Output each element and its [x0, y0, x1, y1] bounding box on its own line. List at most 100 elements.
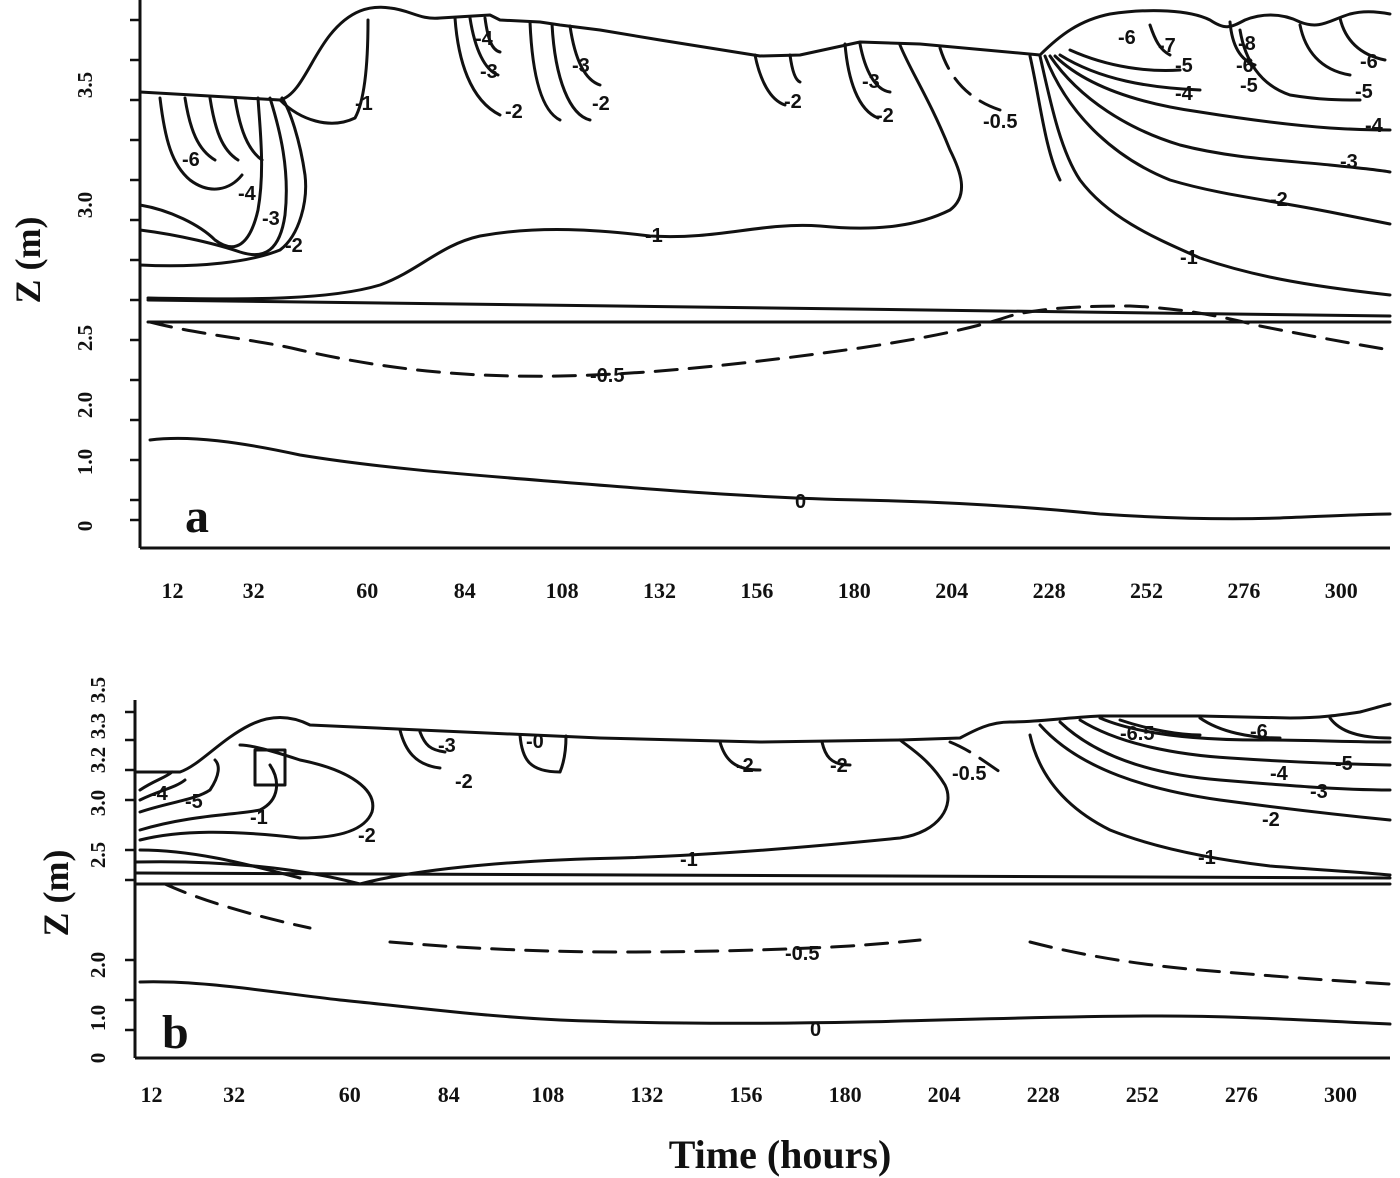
panel-b-ytick-5: 3.2 [86, 747, 110, 773]
panel-a-clabel-10: -6 [1118, 27, 1136, 49]
panel-b-ytick-1: 1.0 [86, 1005, 110, 1031]
panel-b-xtick-1: 32 [223, 1082, 245, 1107]
panel-a-clabel-27: -1 [1180, 247, 1198, 269]
panel-b-clabel-18: -0.5 [785, 943, 819, 965]
panel-a-surface [138, 5, 1392, 102]
panel-b-ytick-3: 2.5 [86, 842, 110, 868]
panel-a-clabel-23: -6 [182, 149, 200, 171]
panel-b-clabel-14: -3 [1310, 781, 1328, 803]
panel-b-ytick-2: 2.0 [86, 952, 110, 978]
panel-b-xtick-10: 252 [1126, 1082, 1159, 1107]
panel-a-ytick-4: 3.0 [73, 192, 97, 218]
panel-a-clabel-25: -2 [285, 235, 303, 257]
panel-a-contour-minus1-right [1038, 54, 1392, 297]
panel-b: Z (m) 0 1.0 2.0 2.5 3.0 3.2 3.3 3.5 12 32… [36, 677, 1392, 1177]
panel-b-ytick-0: 0 [86, 1053, 110, 1064]
panel-b-clabel-5: -2 [455, 771, 473, 793]
panel-b-clabel-17: -1 [1198, 847, 1216, 869]
panel-b-xtick-7: 180 [829, 1082, 862, 1107]
panel-a-clabel-9: -0.5 [983, 111, 1017, 133]
panel-a-clabel-11: -7 [1158, 35, 1176, 57]
panel-b-clabel-12: -5 [1335, 753, 1353, 775]
panel-b-clabel-0: -5 [185, 791, 203, 813]
panel-a-clabel-2: -3 [480, 61, 498, 83]
panel-b-contour-minus0-5 [163, 882, 312, 930]
panel-b-clabel-9: -0.5 [952, 763, 986, 785]
panel-a-xtick-0: 12 [162, 578, 184, 603]
panel-a-clabel-26: -1 [645, 225, 663, 247]
panel-a-ytick-5: 3.5 [73, 72, 97, 98]
panel-a-xtick-3: 84 [454, 578, 476, 603]
panel-a-contour-minus1 [146, 43, 964, 301]
panel-b-surface [133, 702, 1392, 774]
panel-a-clabel-21: -2 [1270, 189, 1288, 211]
panel-a-clabel-16: -4 [1175, 83, 1194, 105]
panel-b-clabel-3: -2 [358, 825, 376, 847]
panel-b-xtick-5: 132 [630, 1082, 663, 1107]
panel-b-xtick-2: 60 [339, 1082, 361, 1107]
panel-a-xtick-1: 32 [243, 578, 265, 603]
panel-b-letter: b [162, 1006, 189, 1059]
panel-a-clabel-1: -4 [475, 28, 494, 50]
panel-b-clabel-10: -6.5 [1120, 723, 1154, 745]
panel-a-clabel-17: -6 [1360, 51, 1378, 73]
x-axis-label: Time (hours) [669, 1132, 892, 1177]
panel-a: Z (m) 0 1.0 2.0 2.5 3.0 3.5 12 [8, 0, 1392, 603]
panel-b-xtick-8: 204 [928, 1082, 961, 1107]
panel-b-xtick-4: 108 [531, 1082, 564, 1107]
panel-a-clabel-4: -3 [572, 55, 590, 77]
panel-b-clabel-16: -1 [680, 849, 698, 871]
panel-a-ylabel: Z (m) [8, 217, 48, 304]
panel-b-clabel-13: -4 [1270, 763, 1289, 785]
panel-b-clabel-15: -2 [1262, 809, 1280, 831]
panel-b-clabel-11: -6 [1250, 721, 1268, 743]
panel-a-y-ticks [130, 18, 140, 522]
panel-a-xtick-6: 156 [740, 578, 773, 603]
panel-a-clabel-22: -3 [262, 208, 280, 230]
panel-a-clabel-7: -3 [862, 71, 880, 93]
panel-b-contour-minus1 [358, 738, 950, 886]
panel-b-clabel-8: -2 [830, 755, 848, 777]
panel-b-clabel-2: -1 [250, 807, 268, 829]
panel-a-ytick-0: 0 [73, 521, 97, 532]
panel-a-xtick-11: 276 [1227, 578, 1260, 603]
panel-b-contours [133, 702, 1392, 1026]
panel-a-clabel-13: -8 [1238, 33, 1256, 55]
panel-a-xtick-9: 228 [1033, 578, 1066, 603]
panel-b-ytick-6: 3.3 [86, 713, 110, 739]
panel-a-clabel-5: -2 [592, 93, 610, 115]
panel-a-letter: a [185, 490, 209, 543]
panel-b-interface-1 [133, 871, 1392, 880]
panel-a-clabel-19: -4 [1365, 115, 1384, 137]
panel-b-ytick-7: 3.5 [86, 677, 110, 703]
panel-a-clabel-28: -0.5 [590, 365, 624, 387]
panel-a-clabel-6: -2 [784, 91, 802, 113]
panel-b-contour-0 [138, 980, 1392, 1026]
panel-a-clabel-29: 0 [795, 491, 806, 513]
panel-a-xtick-10: 252 [1130, 578, 1163, 603]
panel-b-xtick-11: 276 [1225, 1082, 1258, 1107]
panel-a-xtick-12: 300 [1325, 578, 1358, 603]
panel-a-interface-1 [146, 298, 1392, 318]
panel-a-x-tick-labels: 12 32 60 84 108 132 156 180 204 228 252 276 300 [162, 578, 1358, 603]
panel-b-ylabel: Z (m) [36, 850, 76, 937]
panel-a-clabel-15: -5 [1240, 75, 1258, 97]
panel-b-x-tick-labels: 12 32 60 84 108 132 156 180 204 228 252 276 300 [141, 1082, 1358, 1107]
panel-b-y-ticks [125, 710, 135, 1032]
panel-b-clabel-6: -0 [526, 731, 544, 753]
panel-b-clabel-7: -2 [736, 755, 754, 777]
panel-a-xtick-4: 108 [546, 578, 579, 603]
panel-a-clabel-3: -2 [505, 101, 523, 123]
panel-b-clabel-1: -4 [150, 783, 169, 805]
panel-a-clabel-20: -3 [1340, 151, 1358, 173]
panel-a-ytick-2: 2.0 [73, 392, 97, 418]
panel-a-contours [138, 5, 1392, 521]
panel-a-clabel-12: -5 [1175, 55, 1193, 77]
panel-a-xtick-7: 180 [838, 578, 871, 603]
panel-a-clabel-8: -2 [876, 105, 894, 127]
panel-b-ytick-4: 3.0 [86, 790, 110, 816]
panel-b-xtick-3: 84 [438, 1082, 460, 1107]
panel-a-contour-minus0-5 [148, 304, 1392, 378]
panel-b-xtick-6: 156 [730, 1082, 763, 1107]
panel-a-xtick-5: 132 [643, 578, 676, 603]
